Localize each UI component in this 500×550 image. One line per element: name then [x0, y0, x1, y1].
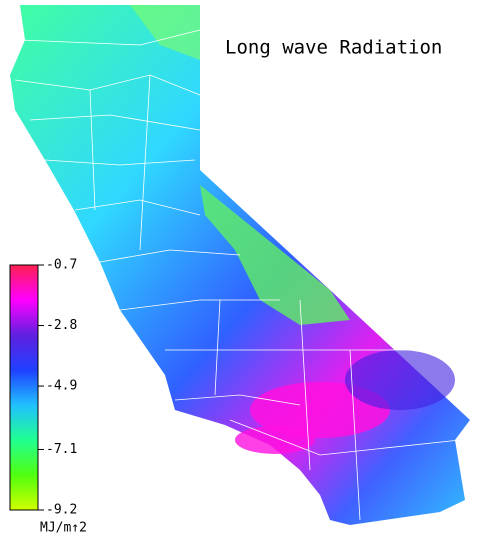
- colorbar-tick-label: -7.1: [46, 442, 77, 457]
- county-lines: [14, 29, 470, 521]
- map-title: Long wave Radiation: [225, 37, 442, 59]
- magenta-coast: [235, 426, 315, 454]
- green-region: [200, 185, 350, 325]
- colorbar-tick-label: -0.7: [46, 258, 77, 273]
- colorbar: [9, 264, 39, 511]
- colorbar-tick-label: -4.9: [46, 379, 77, 394]
- colorbar-unit: MJ/m↑2: [40, 521, 87, 536]
- state-shape: [10, 5, 470, 525]
- california: [10, 5, 470, 525]
- colorbar-tick-label: -9.2: [46, 503, 77, 518]
- blue-east: [345, 350, 455, 410]
- green-north: [130, 5, 200, 60]
- colorbar-tick-label: -2.8: [46, 318, 77, 333]
